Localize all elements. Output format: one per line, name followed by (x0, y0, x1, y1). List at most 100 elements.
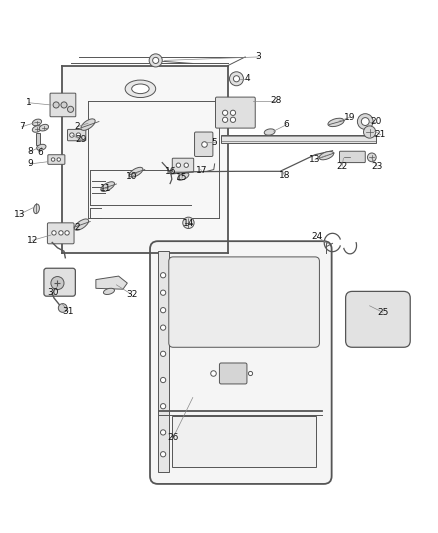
Text: 1: 1 (26, 98, 32, 107)
Circle shape (53, 102, 59, 108)
Circle shape (149, 54, 162, 67)
Circle shape (76, 133, 81, 138)
Text: 6: 6 (37, 148, 43, 157)
Circle shape (51, 158, 55, 161)
Ellipse shape (264, 129, 275, 135)
Circle shape (223, 110, 228, 116)
Circle shape (364, 126, 376, 138)
FancyBboxPatch shape (194, 132, 213, 157)
Circle shape (223, 117, 228, 123)
Text: 32: 32 (126, 290, 138, 299)
FancyBboxPatch shape (215, 97, 255, 128)
Circle shape (61, 102, 67, 108)
Ellipse shape (177, 173, 189, 180)
Text: 6: 6 (284, 120, 290, 129)
Ellipse shape (74, 219, 88, 230)
FancyBboxPatch shape (48, 155, 65, 164)
FancyBboxPatch shape (50, 93, 76, 117)
FancyBboxPatch shape (219, 363, 247, 384)
FancyBboxPatch shape (346, 292, 410, 348)
Circle shape (233, 76, 240, 82)
Ellipse shape (132, 84, 149, 94)
Text: 18: 18 (279, 171, 290, 180)
Circle shape (160, 308, 166, 313)
FancyBboxPatch shape (44, 268, 75, 296)
FancyBboxPatch shape (172, 158, 194, 172)
Circle shape (59, 231, 63, 235)
Ellipse shape (328, 118, 344, 127)
Circle shape (160, 377, 166, 383)
Circle shape (184, 163, 188, 167)
Text: 29: 29 (76, 135, 87, 144)
Text: 22: 22 (336, 161, 348, 171)
Circle shape (160, 272, 166, 278)
Text: 24: 24 (311, 232, 323, 241)
Text: 21: 21 (375, 130, 386, 139)
Text: 14: 14 (183, 219, 194, 228)
Circle shape (160, 290, 166, 295)
Circle shape (70, 133, 74, 138)
Bar (221, 135, 376, 142)
Ellipse shape (34, 204, 39, 214)
Text: 11: 11 (100, 184, 111, 193)
Circle shape (230, 117, 236, 123)
Ellipse shape (103, 288, 114, 295)
FancyBboxPatch shape (339, 151, 365, 163)
Bar (62, 66, 228, 253)
Ellipse shape (125, 80, 155, 98)
Text: 25: 25 (377, 308, 389, 317)
Circle shape (152, 58, 159, 63)
Ellipse shape (37, 144, 46, 150)
Ellipse shape (39, 124, 49, 131)
Text: 28: 28 (270, 96, 282, 105)
Text: 16: 16 (165, 167, 177, 176)
Text: 15: 15 (176, 173, 187, 182)
Text: 20: 20 (371, 117, 382, 126)
Circle shape (57, 158, 60, 161)
Text: 31: 31 (63, 306, 74, 316)
Polygon shape (96, 276, 127, 289)
Circle shape (160, 325, 166, 330)
Circle shape (160, 403, 166, 409)
Text: 12: 12 (27, 236, 38, 245)
Bar (36, 133, 40, 145)
Ellipse shape (101, 182, 114, 191)
Text: 17: 17 (196, 166, 207, 175)
Bar (158, 251, 169, 472)
Circle shape (357, 114, 373, 130)
Text: 8: 8 (28, 147, 33, 156)
Text: 30: 30 (47, 288, 59, 297)
Text: 9: 9 (28, 159, 33, 168)
Circle shape (183, 217, 194, 229)
Text: 5: 5 (212, 138, 218, 147)
FancyBboxPatch shape (47, 223, 74, 244)
Circle shape (52, 231, 56, 235)
Circle shape (230, 110, 236, 116)
Text: 19: 19 (344, 112, 356, 122)
Text: 23: 23 (371, 161, 383, 171)
FancyBboxPatch shape (150, 241, 332, 484)
Circle shape (160, 430, 166, 435)
Circle shape (67, 106, 74, 112)
Text: 13: 13 (14, 209, 26, 219)
Text: 2: 2 (74, 122, 80, 131)
Text: 10: 10 (126, 173, 138, 182)
Circle shape (367, 153, 376, 161)
Text: 4: 4 (244, 74, 250, 83)
Ellipse shape (32, 126, 42, 132)
Text: 13: 13 (309, 155, 321, 164)
Bar (172, 416, 316, 467)
Circle shape (160, 451, 166, 457)
FancyBboxPatch shape (169, 257, 319, 348)
Circle shape (230, 72, 244, 86)
Ellipse shape (129, 167, 143, 177)
Text: 2: 2 (74, 223, 80, 232)
Circle shape (58, 304, 67, 312)
Circle shape (160, 351, 166, 357)
FancyBboxPatch shape (67, 130, 86, 141)
Circle shape (51, 277, 64, 289)
Text: 26: 26 (167, 433, 179, 442)
Circle shape (65, 231, 69, 235)
Text: 7: 7 (19, 122, 25, 131)
Text: 3: 3 (255, 52, 261, 61)
